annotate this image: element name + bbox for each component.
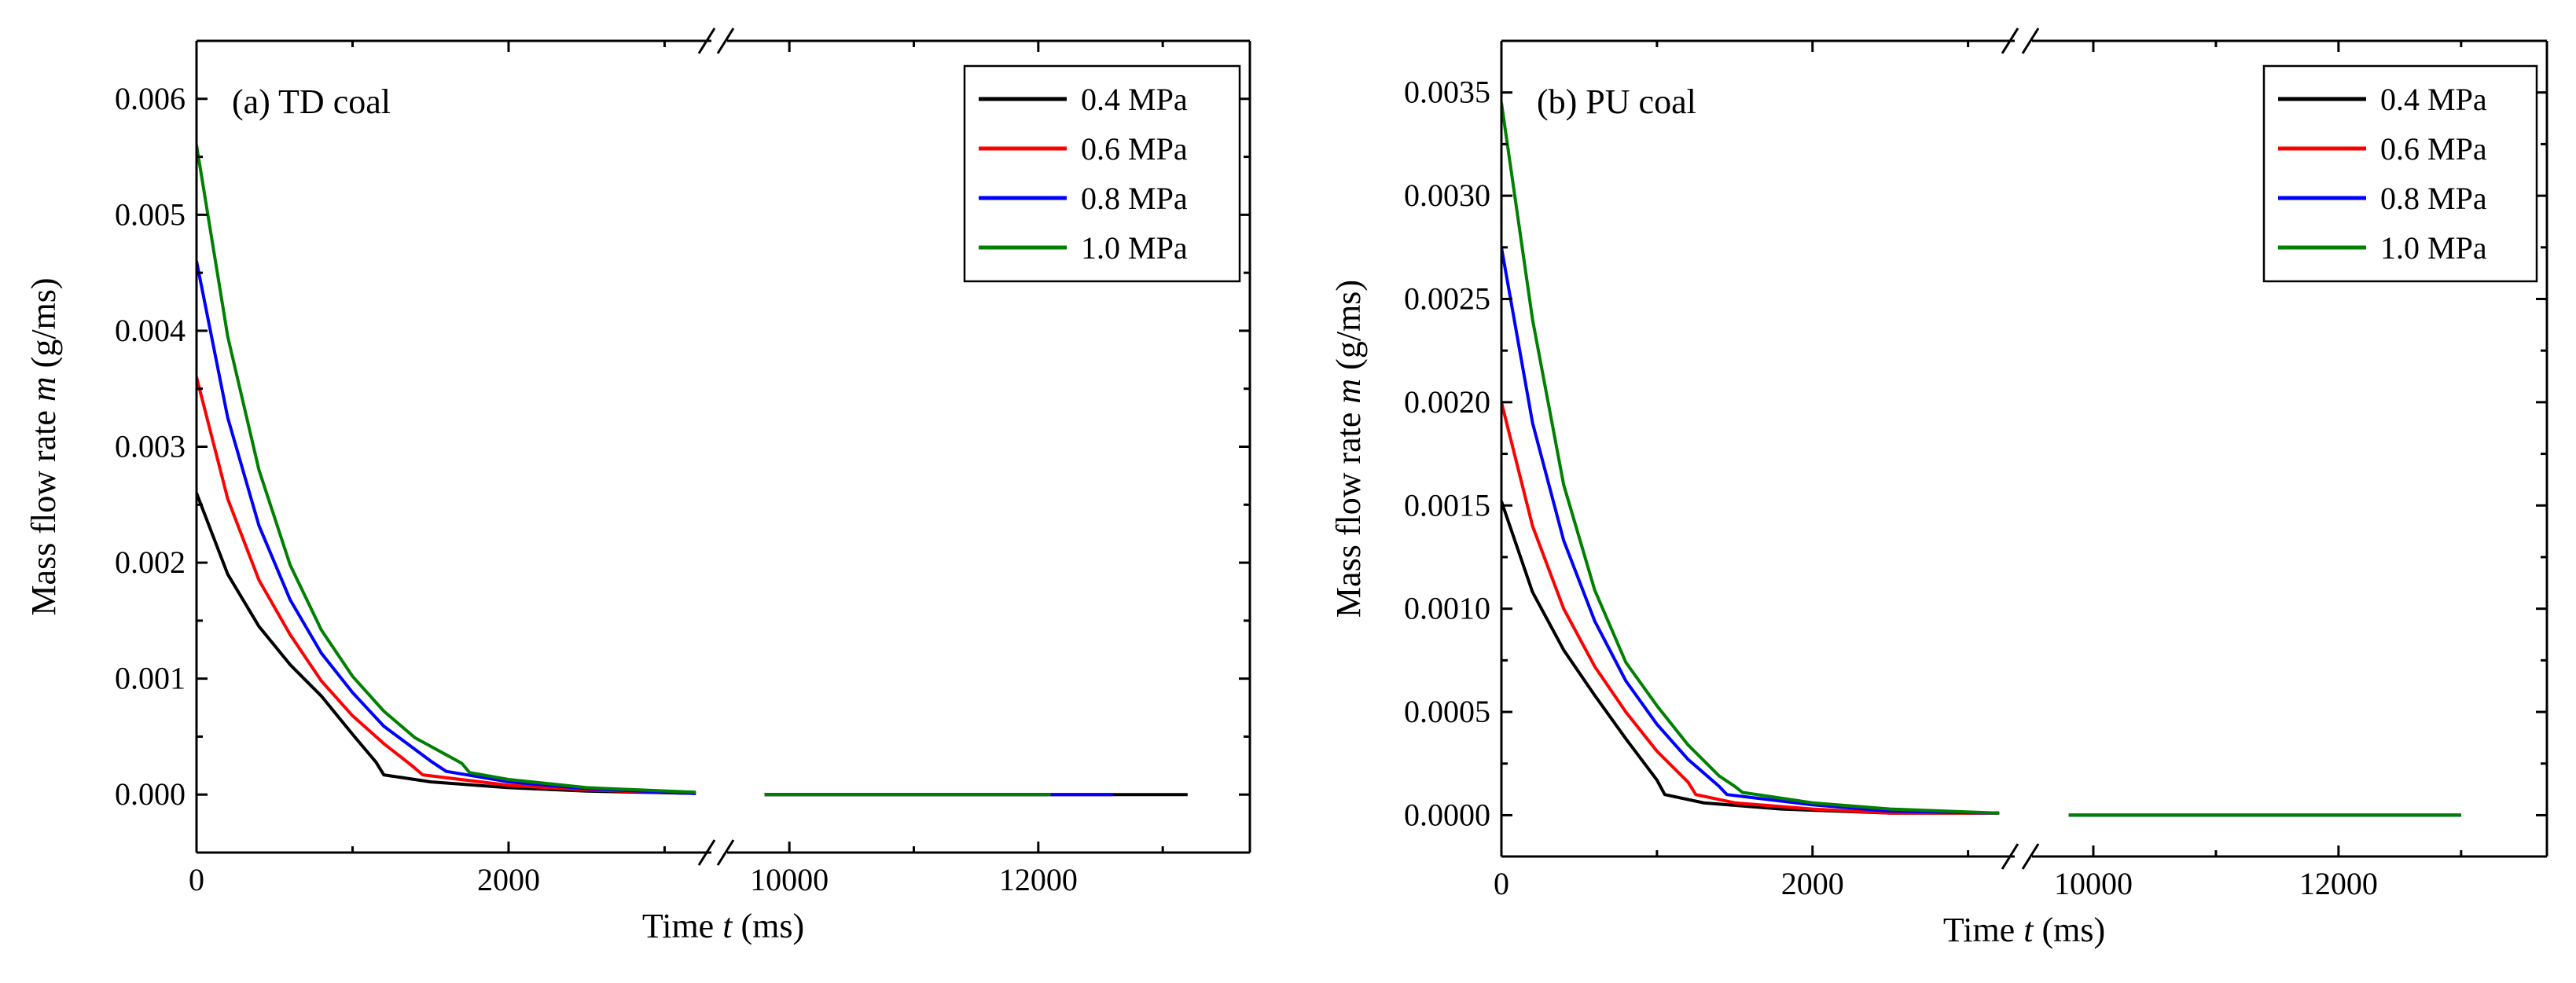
y-tick-label: 0.0030 <box>1404 178 1490 213</box>
axis-break-mark <box>2001 843 2019 870</box>
y-tick-label: 0.0015 <box>1404 487 1490 523</box>
y-tick-label: 0.003 <box>115 429 186 464</box>
y-tick-label: 0.0005 <box>1404 694 1490 729</box>
series-line-0-8-mpa <box>197 261 696 795</box>
legend-box <box>2262 64 2538 283</box>
legend-label: 0.6 MPa <box>2380 131 2487 167</box>
x-tick-label: 10000 <box>750 862 829 897</box>
legend-box <box>963 64 1241 283</box>
y-tick-label: 0.0035 <box>1404 75 1490 110</box>
x-tick-label: 2000 <box>1781 866 1844 901</box>
axis-break-mark <box>716 839 735 866</box>
series-group <box>197 145 1188 797</box>
x-tick-label: 10000 <box>2054 866 2133 901</box>
x-tick-label: 12000 <box>999 862 1078 897</box>
y-axis-title-italic: m <box>1329 379 1368 404</box>
y-tick-label: 0.006 <box>115 81 186 116</box>
axis-break-mark <box>2001 28 2019 54</box>
y-tick-label: 0.004 <box>115 313 186 348</box>
y-tick-label: 0.0010 <box>1404 591 1490 626</box>
x-tick-label: 0 <box>189 862 204 897</box>
y-axis-title-prefix: Mass flow rate <box>1329 404 1368 618</box>
series-line-0-4-mpa <box>197 492 696 795</box>
x-axis-title: Time t (ms) <box>1943 911 2105 949</box>
axis-break-mark <box>2021 843 2040 870</box>
x-tick-label: 12000 <box>2299 866 2378 901</box>
series-group <box>1501 102 2461 817</box>
x-axis-title-suffix: (ms) <box>2033 911 2105 949</box>
series-line-1-0-mpa <box>197 145 696 794</box>
legend-label: 0.8 MPa <box>2380 181 2487 216</box>
x-axis-title-italic: t <box>2023 911 2034 949</box>
chart-panel-b: 0.0000 0.0005 0.0010 0.0015 0.0020 0.0025 0.00… <box>1329 28 2548 949</box>
series-line-0-8-mpa <box>1501 247 2000 815</box>
y-tick-label: 0.0020 <box>1404 384 1490 420</box>
series-line-0-6-mpa <box>197 376 696 795</box>
axis-break-mark <box>697 28 716 54</box>
legend-label: 0.4 MPa <box>2380 82 2487 117</box>
y-tick-label: 0.001 <box>115 661 186 696</box>
series-line-0-4-mpa <box>1501 501 2000 815</box>
legend-label: 0.6 MPa <box>1081 131 1188 167</box>
x-tick-label: 2000 <box>477 862 540 897</box>
y-tick-label: 0.0000 <box>1404 797 1490 832</box>
axis-break-mark <box>2021 28 2040 54</box>
y-axis-title-suffix: (g/ms) <box>24 277 63 376</box>
legend-label: 0.8 MPa <box>1081 181 1188 216</box>
axis-break-mark <box>716 28 735 54</box>
series-line-0-6-mpa <box>1501 402 2000 815</box>
y-axis-title-italic: m <box>24 376 63 402</box>
panel-label: (b) PU coal <box>1537 83 1696 121</box>
x-axis-title-suffix: (ms) <box>732 907 804 945</box>
legend-label: 1.0 MPa <box>1081 230 1188 266</box>
y-tick-label: 0.002 <box>115 545 186 580</box>
x-tick-label: 0 <box>1494 866 1509 901</box>
x-axis-title: Time t (ms) <box>642 907 804 945</box>
chart-panel-a: 0.000 0.001 0.002 0.003 0.004 0.005 0.006 0 2000… <box>24 28 1251 945</box>
legend: 0.4 MPa 0.6 MPa 0.8 MPa 1.0 MPa <box>2262 64 2538 283</box>
legend-label: 1.0 MPa <box>2380 230 2487 266</box>
legend-label: 0.4 MPa <box>1081 82 1188 117</box>
x-axis-title-prefix: Time <box>1943 911 2023 949</box>
y-axis-title: Mass flow rate m (g/ms) <box>24 277 63 615</box>
y-axis-title-prefix: Mass flow rate <box>24 402 63 616</box>
legend: 0.4 MPa 0.6 MPa 0.8 MPa 1.0 MPa <box>963 64 1241 283</box>
y-axis-title-suffix: (g/ms) <box>1329 280 1368 379</box>
axis-break-mark <box>697 839 716 866</box>
y-tick-label: 0.000 <box>115 776 186 812</box>
x-axis-title-prefix: Time <box>642 907 722 945</box>
y-tick-label: 0.0025 <box>1404 281 1490 316</box>
y-tick-label: 0.005 <box>115 196 186 232</box>
x-axis-title-italic: t <box>722 907 733 945</box>
panel-label: (a) TD coal <box>232 83 391 121</box>
series-line-1-0-mpa <box>1501 102 2000 815</box>
y-axis-title: Mass flow rate m (g/ms) <box>1329 280 1368 618</box>
